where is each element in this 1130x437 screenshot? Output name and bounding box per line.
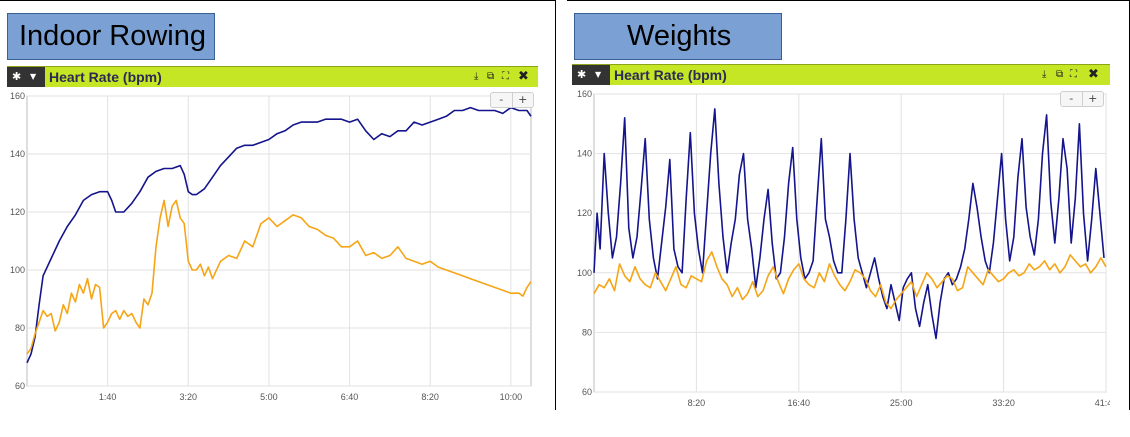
x-tick-label: 25:00 bbox=[890, 398, 913, 408]
x-tick-label: 1:40 bbox=[99, 392, 117, 402]
series-line-1 bbox=[26, 199, 532, 355]
panel-title: Heart Rate (bpm) bbox=[614, 67, 727, 83]
download-icon[interactable]: ⤓ bbox=[474, 71, 479, 82]
x-tick-label: 3:20 bbox=[180, 392, 198, 402]
y-tick-label: 100 bbox=[10, 265, 25, 275]
zoom-out-button[interactable]: - bbox=[1069, 92, 1074, 105]
close-icon[interactable]: ✖ bbox=[518, 69, 529, 84]
x-tick-label: 33:20 bbox=[992, 398, 1015, 408]
x-tick-label: 41:40 bbox=[1095, 398, 1110, 408]
close-icon[interactable]: ✖ bbox=[1088, 67, 1099, 82]
x-tick-label: 10:00 bbox=[500, 392, 523, 402]
expand-icon[interactable]: ⛶ bbox=[502, 71, 509, 82]
frame-top-right bbox=[567, 0, 1130, 1]
plot-area bbox=[593, 93, 1107, 393]
panel-header: ✱ ▼ Heart Rate (bpm) ⤓ ⧉ ⛶ ✖ bbox=[572, 64, 1110, 85]
frame-divider bbox=[555, 0, 556, 410]
panel-header: ✱ ▼ Heart Rate (bpm) ⤓ ⧉ ⛶ ✖ bbox=[7, 66, 538, 87]
zoom-out-button[interactable]: - bbox=[499, 93, 504, 106]
section-title-weights: Weights bbox=[574, 13, 782, 60]
x-tick-label: 16:40 bbox=[788, 398, 811, 408]
chart-panel-rowing: ✱ ▼ Heart Rate (bpm) ⤓ ⧉ ⛶ ✖ 60 80 100 120 1… bbox=[7, 66, 538, 402]
y-tick-label: 140 bbox=[10, 149, 25, 159]
popout-icon[interactable]: ⧉ bbox=[1056, 69, 1064, 80]
gear-icon: ✱ bbox=[12, 70, 22, 83]
zoom-in-button[interactable]: + bbox=[511, 93, 534, 107]
download-icon[interactable]: ⤓ bbox=[1042, 69, 1047, 80]
y-tick-label: 80 bbox=[15, 323, 25, 333]
panel-title: Heart Rate (bpm) bbox=[49, 69, 162, 85]
section-title-text: Indoor Rowing bbox=[19, 20, 206, 52]
gear-icon: ✱ bbox=[577, 68, 587, 81]
y-tick-label: 120 bbox=[10, 207, 25, 217]
panel-menu-button[interactable]: ✱ ▼ bbox=[572, 65, 610, 85]
y-tick-label: 140 bbox=[577, 149, 592, 159]
x-tick-label: 8:20 bbox=[421, 392, 439, 402]
heart-rate-chart-rowing: 60 80 100 120 140 160 1:40 3:20 5:00 6:40 8:20 10:0… bbox=[10, 91, 532, 402]
y-tick-label: 60 bbox=[15, 381, 25, 391]
y-tick-label: 60 bbox=[582, 387, 592, 397]
heart-rate-chart-weights: 60 80 100 120 140 160 8:20 16:40 25:00 33:20 41:40 bbox=[577, 89, 1110, 408]
panel-menu-button[interactable]: ✱ ▼ bbox=[7, 67, 45, 87]
chart-panel-weights: ✱ ▼ Heart Rate (bpm) ⤓ ⧉ ⛶ ✖ 60 80 100 120 1… bbox=[572, 64, 1110, 410]
plot-area bbox=[26, 95, 532, 387]
section-title-text: Weights bbox=[627, 20, 732, 52]
x-tick-label: 5:00 bbox=[260, 392, 278, 402]
zoom-controls: - + bbox=[490, 92, 534, 108]
y-tick-label: 160 bbox=[577, 89, 592, 99]
y-tick-label: 120 bbox=[577, 208, 592, 218]
y-tick-label: 160 bbox=[10, 91, 25, 101]
x-tick-label: 6:40 bbox=[341, 392, 359, 402]
popout-icon[interactable]: ⧉ bbox=[487, 71, 495, 82]
section-title-rowing: Indoor Rowing bbox=[7, 13, 215, 60]
caret-down-icon: ▼ bbox=[595, 70, 602, 79]
series-line-0 bbox=[26, 106, 532, 364]
y-tick-label: 80 bbox=[582, 327, 592, 337]
series-line-0 bbox=[593, 108, 1105, 340]
expand-icon[interactable]: ⛶ bbox=[1070, 69, 1077, 80]
zoom-controls: - + bbox=[1060, 91, 1104, 107]
caret-down-icon: ▼ bbox=[30, 72, 37, 81]
series-line-1 bbox=[593, 251, 1107, 310]
zoom-in-button[interactable]: + bbox=[1081, 92, 1104, 106]
frame-top-left bbox=[0, 0, 555, 1]
y-tick-label: 100 bbox=[577, 268, 592, 278]
x-tick-label: 8:20 bbox=[688, 398, 706, 408]
